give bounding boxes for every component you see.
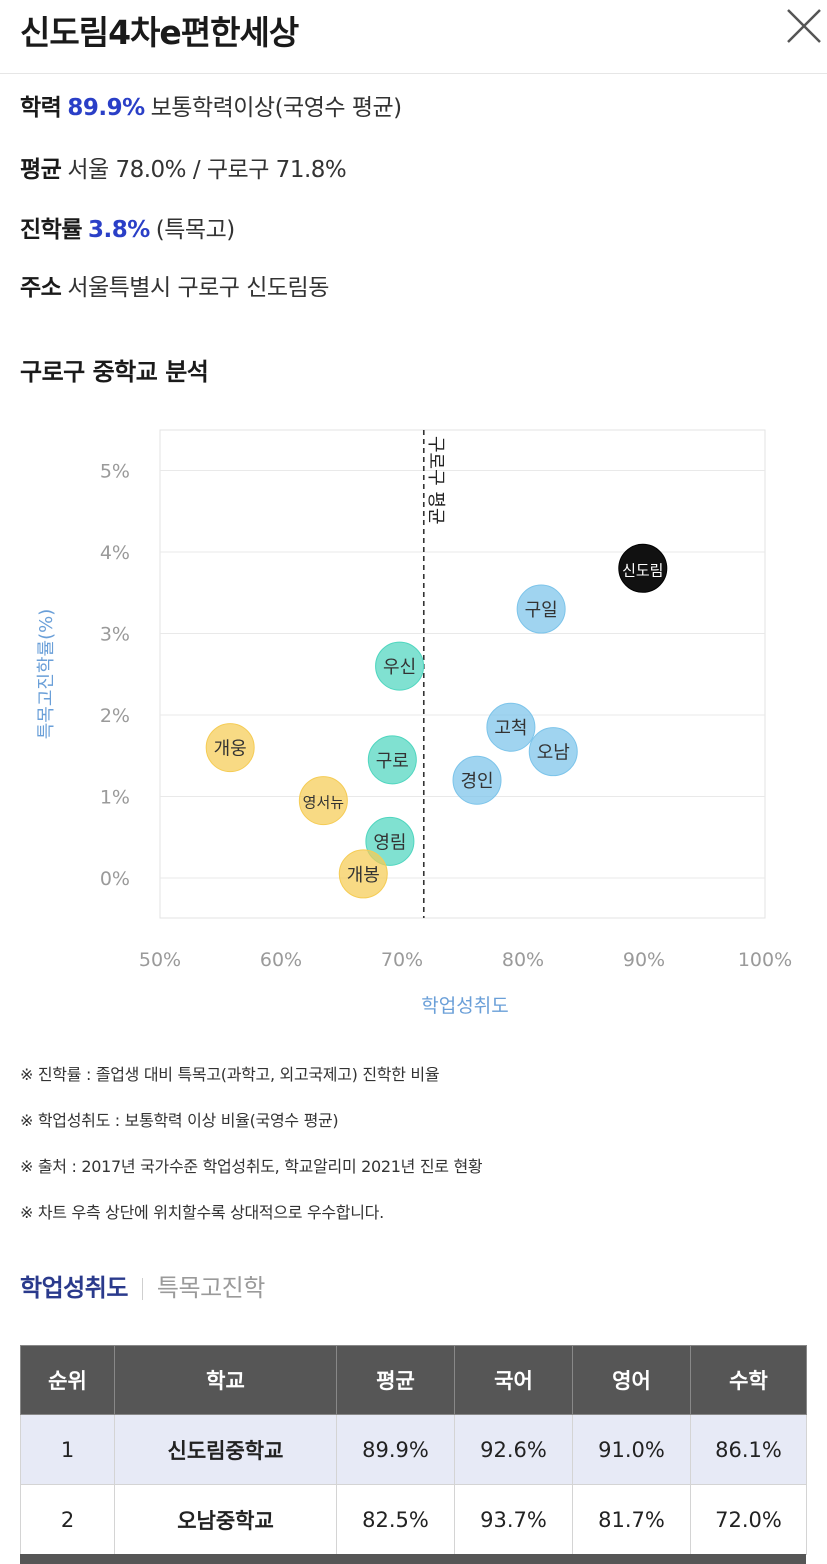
plot-area [159, 429, 766, 919]
data-point [367, 735, 417, 785]
data-point-label: 개봉 [347, 865, 380, 886]
note-item: ※ 차트 우측 상단에 위치할수록 상대적으로 우수합니다. [20, 1203, 384, 1222]
info-row-average: 평균 서울 78.0% / 구로구 71.8% [20, 150, 347, 184]
note-item: ※ 학업성취도 : 보통학력 이상 비율(국영수 평균) [20, 1111, 339, 1130]
data-point-label: 우신 [383, 657, 416, 678]
english-cell: 81.7% [572, 1484, 691, 1555]
table-header-row: 순위 학교 평균 국어 영어 수학 [20, 1345, 807, 1415]
data-point-label: 경인 [460, 771, 493, 792]
data-point-label: 구일 [525, 600, 558, 621]
data-point [618, 543, 668, 593]
average-cell: 82.5% [336, 1484, 455, 1555]
column-header: 학교 [114, 1345, 337, 1415]
y-tick-label: 0% [100, 868, 130, 890]
korean-cell: 92.6% [454, 1414, 573, 1485]
data-point-label: 구로 [376, 751, 409, 772]
data-point [528, 727, 578, 777]
info-label: 평균 [20, 157, 62, 183]
korean-cell: 93.7% [454, 1484, 573, 1555]
tab-bar: 학업성취도 특목고진학 [20, 1268, 265, 1303]
data-point-label: 신도림 [622, 561, 663, 579]
info-text: (특목고) [155, 217, 235, 243]
info-row-address: 주소 서울특별시 구로구 신도림동 [20, 268, 329, 302]
data-point [452, 755, 502, 805]
admission-value: 3.8% [87, 217, 150, 243]
info-row-achievement: 학력 89.9% 보통학력이상(국영수 평균) [20, 88, 402, 122]
y-tick-label: 3% [100, 624, 130, 646]
y-axis-label: 특목고진학률(%) [36, 609, 57, 740]
data-point-label: 영서뉴 [303, 794, 344, 812]
info-row-admission: 진학률 3.8% (특목고) [20, 210, 235, 244]
info-text: 서울특별시 구로구 신도림동 [67, 275, 329, 301]
x-tick-label: 60% [260, 949, 302, 971]
math-cell: 86.1% [690, 1414, 807, 1485]
rank-cell: 1 [20, 1414, 115, 1485]
note-item: ※ 진학률 : 졸업생 대비 특목고(과학고, 외고국제고) 진학한 비율 [20, 1065, 440, 1084]
y-tick-label: 2% [100, 705, 130, 727]
data-point-label: 오남 [537, 743, 570, 764]
info-text: 서울 78.0% / 구로구 71.8% [67, 157, 347, 183]
section-title: 구로구 중학교 분석 [20, 358, 209, 386]
y-tick-label: 4% [100, 542, 130, 564]
tab-achievement[interactable]: 학업성취도 [20, 1274, 128, 1302]
english-cell: 91.0% [572, 1414, 691, 1485]
y-tick-label: 5% [100, 461, 130, 483]
data-point-label: 고척 [494, 718, 527, 739]
reference-line-label: 구로구 평균 [425, 436, 446, 525]
data-point [375, 641, 425, 691]
table-next-row-edge [20, 1554, 806, 1564]
y-tick-label: 1% [100, 787, 130, 809]
x-tick-label: 100% [738, 949, 792, 971]
notes: ※ 진학률 : 졸업생 대비 특목고(과학고, 외고국제고) 진학한 비율 ※ … [20, 1058, 810, 1242]
school-cell: 오남중학교 [114, 1484, 337, 1555]
close-icon[interactable] [782, 4, 826, 48]
x-tick-label: 50% [139, 949, 181, 971]
rank-cell: 2 [20, 1484, 115, 1555]
header: 신도림4차e편한세상 [0, 0, 827, 74]
column-header: 평균 [336, 1345, 455, 1415]
x-tick-label: 70% [381, 949, 423, 971]
achievement-value: 89.9% [67, 95, 145, 121]
x-tick-label: 80% [502, 949, 544, 971]
tab-divider [141, 1278, 143, 1300]
data-point-label: 개웅 [214, 739, 247, 760]
info-label: 학력 [20, 95, 62, 121]
column-header: 순위 [20, 1345, 115, 1415]
data-point [486, 702, 536, 752]
data-point [205, 723, 255, 773]
data-point [298, 776, 348, 826]
data-point [365, 816, 415, 866]
page-title: 신도림4차e편한세상 [20, 13, 299, 52]
data-point [338, 849, 388, 899]
x-axis-label: 학업성취도 [421, 995, 508, 1017]
school-cell: 신도림중학교 [114, 1414, 337, 1485]
scatter-chart: 0% 1% 2% 3% 4% 5% 50% 60% 70% 80% 90% 100% 구로구 평균학업성… [36, 429, 792, 1017]
note-item: ※ 출처 : 2017년 국가수준 학업성취도, 학교알리미 2021년 진로 … [20, 1157, 483, 1176]
info-label: 진학률 [20, 217, 82, 243]
data-point-label: 영림 [373, 832, 406, 853]
tab-special-school[interactable]: 특목고진학 [156, 1274, 265, 1302]
data-point [516, 584, 566, 634]
x-tick-label: 90% [623, 949, 665, 971]
column-header: 영어 [572, 1345, 691, 1415]
table-row[interactable]: 1 신도림중학교 89.9% 92.6% 91.0% 86.1% [20, 1414, 807, 1485]
math-cell: 72.0% [690, 1484, 807, 1555]
info-label: 주소 [20, 275, 62, 301]
column-header: 수학 [690, 1345, 807, 1415]
info-text: 보통학력이상(국영수 평균) [150, 95, 403, 121]
average-cell: 89.9% [336, 1414, 455, 1485]
column-header: 국어 [454, 1345, 573, 1415]
ranking-table: 순위 학교 평균 국어 영어 수학 1 신도림중학교 89.9% 92.6% 9… [20, 1345, 807, 1555]
table-row[interactable]: 2 오남중학교 82.5% 93.7% 81.7% 72.0% [20, 1484, 807, 1555]
